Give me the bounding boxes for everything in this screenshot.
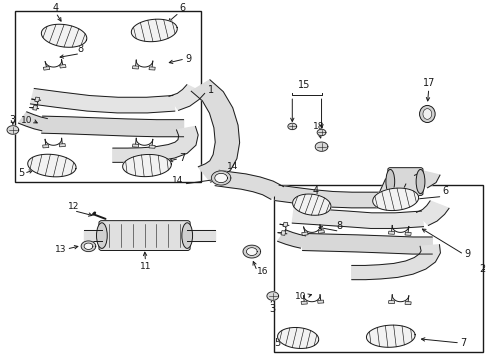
Bar (33, 105, 38, 110)
Text: 17: 17 (422, 78, 434, 89)
Text: 5: 5 (273, 338, 280, 348)
Polygon shape (287, 123, 296, 130)
Polygon shape (131, 19, 177, 42)
Polygon shape (266, 292, 278, 300)
Polygon shape (83, 230, 102, 241)
Bar (404, 232, 410, 235)
Text: 13: 13 (55, 244, 66, 253)
Text: 1: 1 (208, 85, 214, 95)
Polygon shape (187, 230, 215, 241)
Text: 4: 4 (53, 3, 59, 13)
Polygon shape (277, 230, 305, 248)
Ellipse shape (415, 170, 424, 194)
Polygon shape (351, 245, 440, 280)
Text: 14: 14 (172, 176, 183, 185)
Polygon shape (302, 233, 431, 254)
Bar (60, 64, 66, 68)
Polygon shape (416, 201, 448, 225)
Bar (301, 232, 307, 235)
Bar (281, 231, 285, 235)
Text: 10: 10 (21, 116, 32, 125)
Ellipse shape (96, 223, 107, 248)
Text: 6: 6 (179, 3, 185, 13)
Bar (35, 97, 40, 102)
Text: 7: 7 (459, 338, 466, 348)
Polygon shape (376, 179, 405, 202)
Bar (42, 145, 49, 148)
Polygon shape (246, 248, 257, 256)
Polygon shape (28, 154, 76, 177)
Polygon shape (214, 174, 227, 183)
Polygon shape (211, 171, 230, 185)
Polygon shape (7, 126, 19, 134)
Polygon shape (169, 85, 204, 110)
Polygon shape (191, 80, 239, 182)
Text: 8: 8 (77, 44, 83, 54)
Polygon shape (215, 170, 283, 199)
Bar (132, 144, 139, 147)
Polygon shape (292, 194, 330, 215)
Polygon shape (122, 154, 171, 177)
Text: 3: 3 (9, 114, 15, 125)
Polygon shape (292, 207, 423, 229)
Text: 11: 11 (140, 261, 151, 270)
Polygon shape (275, 185, 385, 208)
Text: 18: 18 (313, 122, 324, 131)
Bar (132, 66, 139, 69)
Ellipse shape (422, 109, 431, 119)
Polygon shape (315, 142, 327, 151)
Polygon shape (30, 89, 174, 113)
Text: 10: 10 (295, 292, 306, 301)
Bar (149, 67, 155, 70)
Bar (317, 230, 324, 233)
Ellipse shape (182, 223, 192, 248)
Text: 15: 15 (297, 80, 309, 90)
Text: 2: 2 (478, 264, 485, 274)
Polygon shape (41, 24, 86, 47)
Bar (301, 301, 306, 304)
Text: 6: 6 (442, 186, 447, 197)
Polygon shape (277, 328, 318, 348)
Bar (59, 144, 65, 147)
Polygon shape (243, 245, 260, 258)
Text: 14: 14 (226, 162, 237, 171)
Text: 3: 3 (269, 304, 275, 314)
Bar (149, 145, 155, 148)
Polygon shape (414, 170, 439, 188)
Polygon shape (19, 112, 47, 131)
Polygon shape (81, 241, 96, 252)
Polygon shape (317, 129, 325, 136)
Text: 12: 12 (68, 202, 80, 211)
Polygon shape (84, 243, 93, 249)
Ellipse shape (419, 105, 434, 122)
Bar (387, 231, 394, 234)
Text: 7: 7 (179, 153, 185, 163)
Polygon shape (113, 126, 198, 162)
Text: 16: 16 (257, 267, 268, 276)
Text: 9: 9 (184, 54, 191, 64)
FancyBboxPatch shape (387, 168, 422, 195)
Text: 8: 8 (336, 221, 342, 231)
Bar (273, 185, 483, 352)
Polygon shape (41, 116, 183, 137)
Ellipse shape (385, 170, 394, 194)
Bar (387, 301, 394, 303)
FancyBboxPatch shape (99, 221, 190, 251)
Bar (15, 11, 200, 181)
Bar (317, 300, 323, 303)
Text: 9: 9 (463, 249, 469, 260)
Bar (43, 67, 50, 70)
Polygon shape (366, 325, 414, 347)
Text: 4: 4 (311, 186, 318, 197)
Polygon shape (372, 188, 418, 211)
Bar (283, 222, 287, 227)
Text: 5: 5 (18, 168, 24, 178)
Bar (404, 302, 410, 305)
